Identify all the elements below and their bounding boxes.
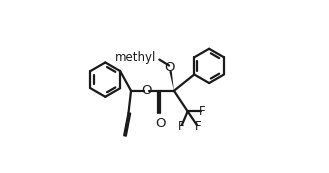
Text: F: F [177, 120, 184, 133]
Polygon shape [169, 71, 174, 91]
Text: O: O [141, 84, 152, 97]
Text: F: F [195, 120, 201, 133]
Text: O: O [155, 117, 165, 130]
Text: F: F [199, 105, 206, 118]
Text: methyl: methyl [114, 51, 156, 64]
Text: O: O [165, 61, 175, 74]
